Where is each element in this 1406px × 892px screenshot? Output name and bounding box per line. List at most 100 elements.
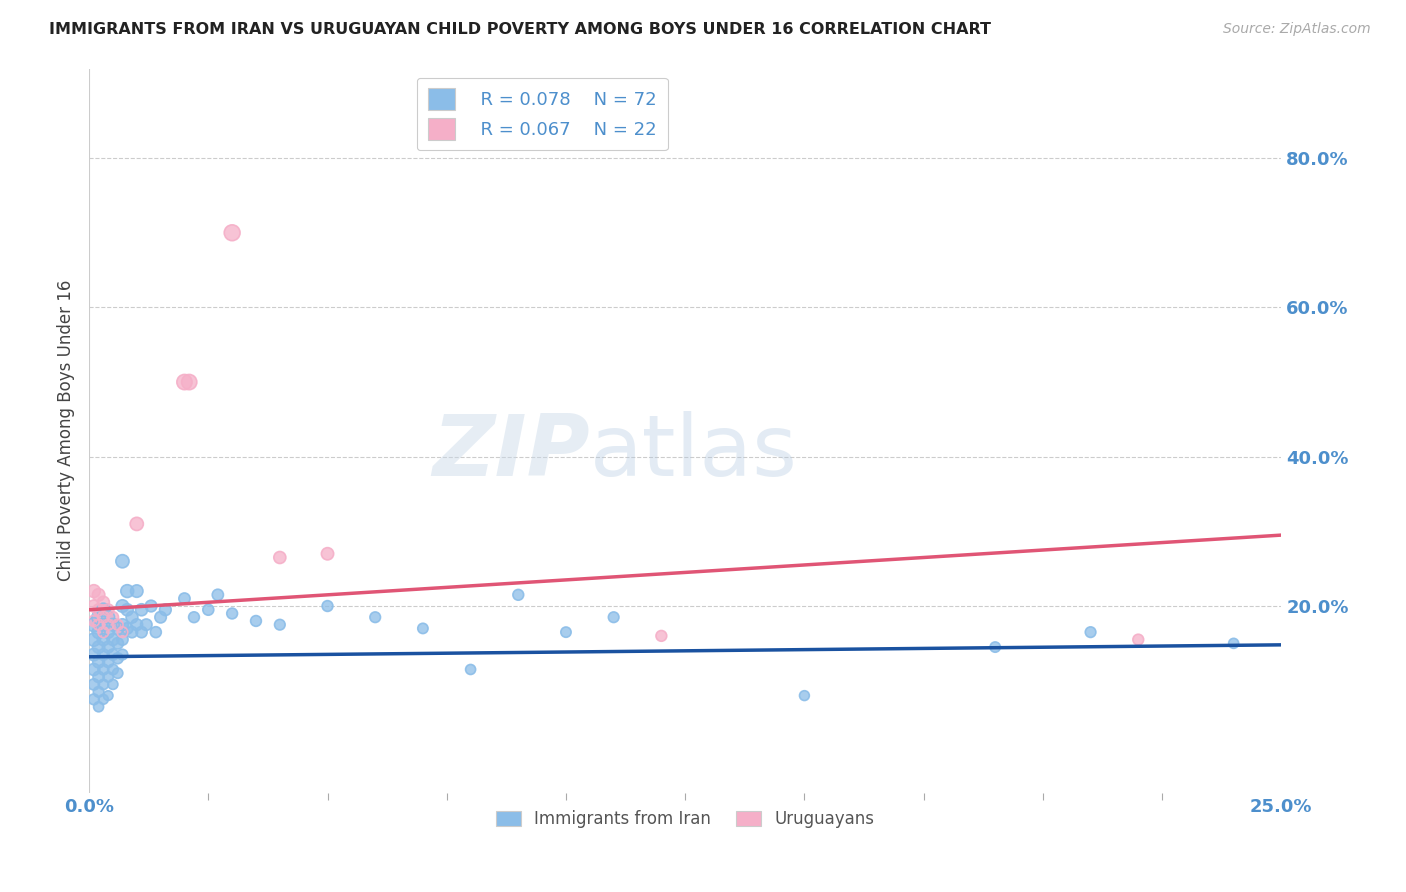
- Point: [101, 677, 124, 691]
- Point: [1222, 636, 1244, 650]
- Point: [93, 595, 115, 609]
- Point: [155, 603, 177, 617]
- Point: [131, 603, 153, 617]
- Point: [83, 663, 105, 677]
- Point: [83, 677, 105, 691]
- Point: [316, 547, 339, 561]
- Point: [87, 640, 110, 654]
- Point: [139, 599, 162, 613]
- Point: [97, 689, 120, 703]
- Point: [602, 610, 624, 624]
- Point: [93, 625, 115, 640]
- Text: IMMIGRANTS FROM IRAN VS URUGUAYAN CHILD POVERTY AMONG BOYS UNDER 16 CORRELATION : IMMIGRANTS FROM IRAN VS URUGUAYAN CHILD …: [49, 22, 991, 37]
- Point: [97, 625, 120, 640]
- Point: [93, 677, 115, 691]
- Point: [107, 636, 129, 650]
- Point: [221, 226, 243, 240]
- Point: [83, 584, 105, 599]
- Point: [149, 610, 172, 624]
- Point: [93, 603, 115, 617]
- Point: [121, 610, 143, 624]
- Point: [221, 607, 243, 621]
- Point: [121, 625, 143, 640]
- Point: [121, 625, 143, 640]
- Point: [87, 588, 110, 602]
- Point: [83, 632, 105, 647]
- Point: [83, 648, 105, 662]
- Point: [179, 375, 201, 389]
- Point: [131, 625, 153, 640]
- Point: [107, 622, 129, 636]
- Point: [107, 651, 129, 665]
- Point: [87, 610, 110, 624]
- Point: [111, 554, 134, 568]
- Point: [107, 666, 129, 681]
- Point: [125, 584, 148, 599]
- Point: [412, 622, 434, 636]
- Point: [87, 625, 110, 640]
- Point: [101, 677, 124, 691]
- Point: [97, 670, 120, 684]
- Point: [83, 614, 105, 628]
- Point: [93, 677, 115, 691]
- Point: [111, 648, 134, 662]
- Point: [1128, 632, 1150, 647]
- Point: [93, 610, 115, 624]
- Point: [87, 685, 110, 699]
- Point: [145, 625, 167, 640]
- Point: [93, 603, 115, 617]
- Point: [1080, 625, 1102, 640]
- Point: [121, 610, 143, 624]
- Point: [207, 588, 229, 602]
- Point: [555, 625, 578, 640]
- Point: [173, 375, 195, 389]
- Point: [87, 655, 110, 669]
- Point: [125, 617, 148, 632]
- Point: [173, 375, 195, 389]
- Point: [97, 640, 120, 654]
- Point: [83, 599, 105, 613]
- Point: [269, 550, 291, 565]
- Point: [460, 663, 482, 677]
- Point: [83, 692, 105, 706]
- Point: [87, 640, 110, 654]
- Point: [97, 625, 120, 640]
- Point: [793, 689, 815, 703]
- Point: [1128, 632, 1150, 647]
- Point: [107, 617, 129, 632]
- Point: [115, 622, 138, 636]
- Point: [269, 550, 291, 565]
- Point: [125, 516, 148, 531]
- Point: [93, 692, 115, 706]
- Point: [111, 632, 134, 647]
- Point: [115, 622, 138, 636]
- Point: [125, 516, 148, 531]
- Point: [269, 617, 291, 632]
- Point: [93, 617, 115, 632]
- Point: [101, 663, 124, 677]
- Point: [115, 584, 138, 599]
- Point: [111, 632, 134, 647]
- Point: [101, 648, 124, 662]
- Point: [111, 625, 134, 640]
- Point: [101, 610, 124, 624]
- Point: [97, 655, 120, 669]
- Point: [93, 692, 115, 706]
- Point: [93, 648, 115, 662]
- Point: [83, 584, 105, 599]
- Point: [93, 610, 115, 624]
- Point: [107, 617, 129, 632]
- Point: [87, 625, 110, 640]
- Point: [111, 617, 134, 632]
- Point: [93, 595, 115, 609]
- Point: [97, 603, 120, 617]
- Point: [107, 666, 129, 681]
- Point: [101, 610, 124, 624]
- Point: [111, 625, 134, 640]
- Point: [508, 588, 530, 602]
- Point: [115, 584, 138, 599]
- Point: [131, 603, 153, 617]
- Point: [984, 640, 1007, 654]
- Point: [316, 599, 339, 613]
- Point: [269, 617, 291, 632]
